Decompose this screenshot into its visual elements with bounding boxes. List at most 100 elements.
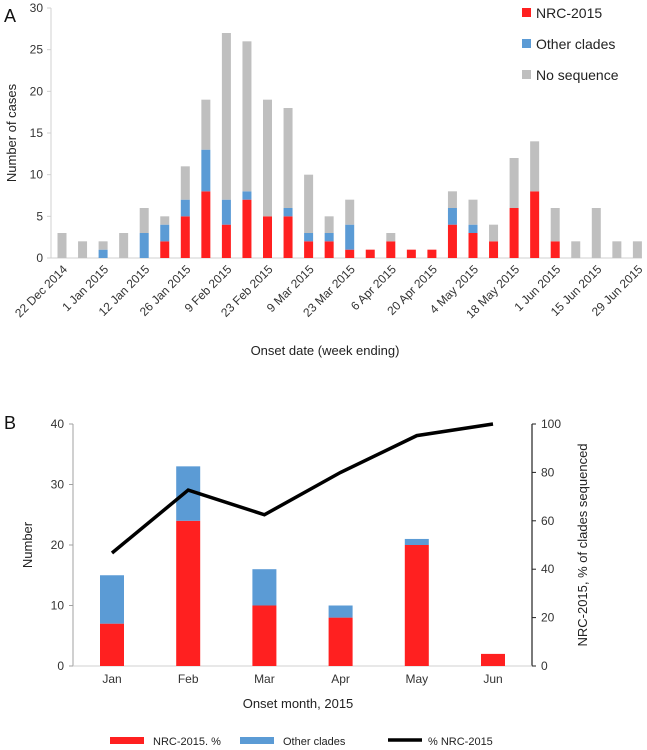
chart-a-bar-no-sequence <box>632 241 642 258</box>
chart-a-bar-no-sequence <box>201 99 211 150</box>
chart-a-bar-no-sequence <box>98 241 108 250</box>
chart-b-bar-nrc-2015 <box>176 520 201 666</box>
chart-a-legend-label-no-sequence: No sequence <box>536 67 619 83</box>
chart-b-bar-nrc-2015 <box>328 617 353 666</box>
chart-b-x-tick-label: Mar <box>254 672 275 686</box>
chart-a-y-ticks: 0 5 10 15 20 25 30 <box>30 1 51 265</box>
chart-b-y-tick-label: 20 <box>51 538 65 552</box>
chart-a-bar-nrc-2015 <box>345 249 355 258</box>
chart-a-bar-nrc-2015 <box>550 241 560 258</box>
chart-a-bar-other-clades <box>283 208 293 217</box>
chart-b-x-title: Onset month, 2015 <box>243 696 354 711</box>
chart-a-bar-nrc-2015 <box>406 249 416 258</box>
chart-b: B 0 10 20 30 40 0 20 40 60 80 100 Jan Feb Mar Apr May… <box>4 413 590 748</box>
chart-b-bar-nrc-2015 <box>100 623 124 666</box>
chart-b-y2-tick-label: 80 <box>541 465 555 479</box>
chart-a-legend-label-other-clades: Other clades <box>536 36 615 52</box>
chart-a-bar-nrc-2015 <box>201 191 211 258</box>
chart-a-bar-other-clades <box>324 233 334 242</box>
chart-a-legend-swatch-no-sequence <box>522 70 531 79</box>
chart-a-bar-other-clades <box>180 199 190 217</box>
chart-a-bar-other-clades <box>447 208 457 225</box>
chart-b-y2-tick-label: 20 <box>541 611 555 625</box>
chart-b-bar-nrc-2015 <box>404 545 429 666</box>
chart-a-bar-no-sequence <box>221 33 231 200</box>
chart-a-bar-nrc-2015 <box>468 233 478 258</box>
chart-a-y-tick-label: 5 <box>36 209 43 223</box>
chart-a-bar-no-sequence <box>345 199 355 225</box>
chart-b-legend-swatch-nrc-2015 <box>110 737 144 744</box>
chart-a-bar-other-clades <box>468 224 478 233</box>
chart-a-x-title: Onset date (week ending) <box>251 343 400 358</box>
chart-a-bar-nrc-2015 <box>386 241 396 258</box>
chart-b-bar-other-clades <box>252 569 277 606</box>
chart-a-legend: NRC-2015 Other clades No sequence <box>522 5 619 83</box>
chart-a-bar-nrc-2015 <box>509 208 519 258</box>
chart-a-bar-no-sequence <box>530 141 540 192</box>
chart-a-bar-other-clades <box>345 224 355 250</box>
chart-a-bar-no-sequence <box>489 224 499 242</box>
chart-a-bar-other-clades <box>221 199 231 225</box>
chart-b-x-tick-label: Jun <box>483 672 502 686</box>
chart-b-y2-tick-label: 100 <box>541 417 561 431</box>
chart-b-legend: NRC-2015. % Other clades % NRC-2015 <box>110 736 493 748</box>
chart-a-bar-no-sequence <box>160 216 170 225</box>
chart-b-y-tick-label: 0 <box>57 659 64 673</box>
chart-a-bar-no-sequence <box>550 208 560 242</box>
chart-a-bars <box>57 33 642 258</box>
chart-a-y-tick-label: 10 <box>30 168 44 182</box>
chart-a-bar-no-sequence <box>468 199 478 225</box>
chart-b-y-tick-label: 30 <box>51 478 65 492</box>
chart-a-bar-nrc-2015 <box>365 249 375 258</box>
chart-b-y-tick-label: 40 <box>51 417 65 431</box>
chart-a-bar-nrc-2015 <box>427 249 437 258</box>
chart-b-y-tick-label: 10 <box>51 599 65 613</box>
chart-b-y2-ticks: 0 20 40 60 80 100 <box>532 417 561 673</box>
chart-a-bar-nrc-2015 <box>447 224 457 258</box>
chart-a-bar-no-sequence <box>304 174 314 233</box>
chart-b-x-tick-label: Jan <box>102 672 121 686</box>
chart-a-bar-nrc-2015 <box>160 241 170 258</box>
chart-a-bar-nrc-2015 <box>242 199 252 258</box>
chart-a-bar-no-sequence <box>283 108 293 208</box>
chart-b-x-tick-label: Feb <box>178 672 199 686</box>
chart-b-x-tick-label: Apr <box>331 672 350 686</box>
chart-a-bar-nrc-2015 <box>283 216 293 258</box>
chart-a-bar-no-sequence <box>571 241 581 258</box>
chart-a-y-tick-label: 0 <box>36 251 43 265</box>
chart-b-y-ticks: 0 10 20 30 40 <box>51 417 73 673</box>
chart-b-legend-label-nrc-2015: % NRC-2015 <box>428 736 493 748</box>
chart-a-y-tick-label: 20 <box>30 84 44 98</box>
chart-a-bar-other-clades <box>304 233 314 242</box>
chart-a-bar-other-clades <box>201 149 211 192</box>
chart-b-x-tick-label: May <box>405 672 428 686</box>
chart-a-bar-other-clades <box>160 224 170 242</box>
chart-a-bar-no-sequence <box>386 233 396 242</box>
chart-b-bar-other-clades <box>100 575 124 624</box>
chart-a-bar-no-sequence <box>509 158 519 208</box>
chart-a-bar-no-sequence <box>447 191 457 208</box>
chart-a-bar-no-sequence <box>119 233 129 258</box>
chart-a-legend-swatch-nrc-2015 <box>522 8 531 17</box>
chart-a-bar-other-clades <box>98 249 108 258</box>
chart-a-y-tick-label: 25 <box>30 43 44 57</box>
chart-a-bar-no-sequence <box>263 99 272 217</box>
chart-a-bar-other-clades <box>242 191 252 200</box>
chart-a-bar-no-sequence <box>242 41 252 192</box>
chart-a-bar-nrc-2015 <box>324 241 334 258</box>
chart-a-y-tick-label: 15 <box>30 126 44 140</box>
chart-b-y2-tick-label: 0 <box>541 659 548 673</box>
chart-a-bar-nrc-2015 <box>489 241 499 258</box>
chart-a-y-title: Number of cases <box>4 83 19 182</box>
chart-a-legend-swatch-other-clades <box>522 39 531 48</box>
chart-b-y-title: Number <box>20 521 35 568</box>
chart-a-bar-no-sequence <box>324 216 334 233</box>
chart-a-bar-nrc-2015 <box>530 191 540 258</box>
chart-a-bar-no-sequence <box>591 208 601 258</box>
chart-a-bar-no-sequence <box>57 233 67 258</box>
chart-b-bar-nrc-2015 <box>481 653 505 666</box>
chart-a-bar-nrc-2015 <box>180 216 190 258</box>
chart-b-bar-other-clades <box>404 538 429 545</box>
